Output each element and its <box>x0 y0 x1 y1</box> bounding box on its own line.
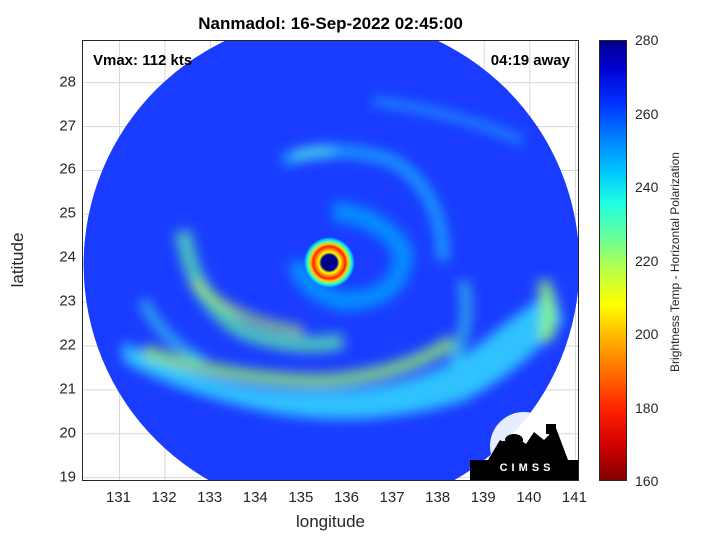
y-tick-label: 19 <box>59 468 76 486</box>
colorbar-tick-label: 180 <box>635 399 659 416</box>
colorbar-title: Brightness Temp - Horizontal Polarizatio… <box>668 152 682 372</box>
y-tick-label: 26 <box>59 160 76 178</box>
time-away-label: 04:19 away <box>490 52 570 69</box>
y-tick-label: 28 <box>59 73 76 91</box>
y-tick-label: 23 <box>59 292 76 310</box>
y-axis-label: latitude <box>8 232 27 288</box>
cimss-logo <box>470 412 578 480</box>
x-tick-label: 131 <box>105 489 131 506</box>
x-axis-label: longitude <box>295 512 365 531</box>
rainbands <box>123 97 563 419</box>
y-tick-label: 24 <box>59 248 76 266</box>
y-tick-label: 25 <box>59 204 76 222</box>
x-tick-label: 140 <box>516 489 542 506</box>
colorbar-tick-label: 200 <box>635 326 659 342</box>
logo-text: CIMSS <box>499 462 555 474</box>
colorbar-tick-label: 260 <box>635 105 659 122</box>
x-tick-label: 132 <box>151 489 177 506</box>
x-tick-label: 138 <box>425 489 451 506</box>
x-tick-label: 139 <box>470 489 496 506</box>
satellite-image <box>83 41 578 480</box>
colorbar-tick-label: 280 <box>635 32 659 48</box>
y-tick-label: 20 <box>59 424 76 442</box>
plot-area <box>82 40 579 481</box>
y-tick-label: 21 <box>59 380 76 398</box>
colorbar-tick-label: 160 <box>635 473 659 489</box>
storm-eye <box>303 236 356 289</box>
colorbar-tick-label: 240 <box>635 179 659 195</box>
colorbar-tick-label: 220 <box>635 252 659 269</box>
x-tick-label: 141 <box>561 489 587 506</box>
x-tick-label: 133 <box>197 489 223 506</box>
vmax-label: Vmax: 112 kts <box>93 52 193 69</box>
x-tick-label: 134 <box>242 489 268 506</box>
x-tick-label: 137 <box>379 489 405 506</box>
x-tick-label: 135 <box>288 489 314 506</box>
x-tick-label: 136 <box>333 489 359 506</box>
y-tick-label: 27 <box>59 117 76 135</box>
colorbar <box>599 40 627 481</box>
chart-title: Nanmadol: 16-Sep-2022 02:45:00 <box>198 14 463 33</box>
y-tick-label: 22 <box>59 336 76 354</box>
